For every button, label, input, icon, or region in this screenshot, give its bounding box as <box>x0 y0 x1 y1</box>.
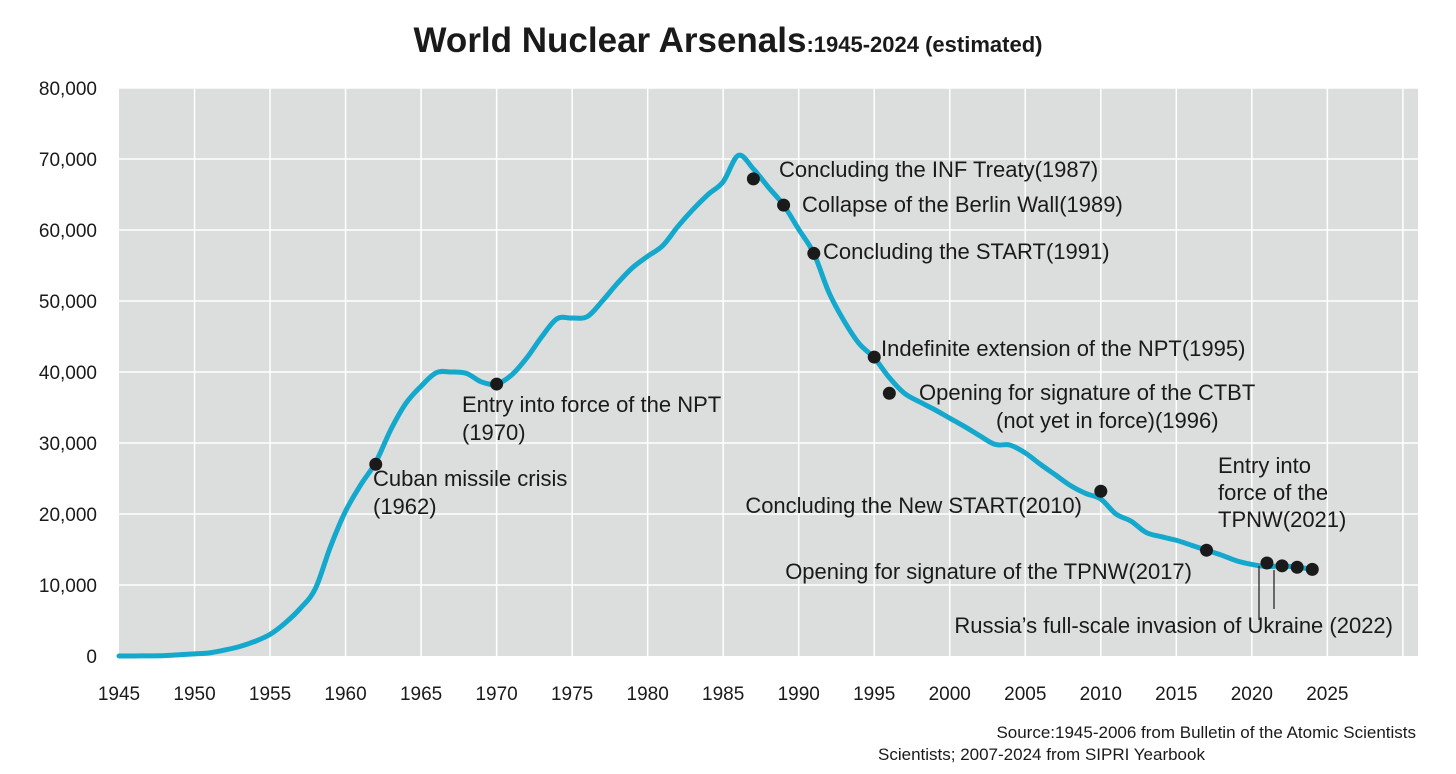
anno-new-start: Concluding the New START(2010) <box>745 493 1082 518</box>
event-point-2017 <box>1200 543 1214 557</box>
annotations: Cuban missile crisis (1962) Entry into f… <box>373 157 1393 638</box>
event-point-1970 <box>490 377 504 391</box>
annotation-leaders <box>1258 566 1275 620</box>
x-axis: 1945 1950 1955 1960 1965 1970 1975 1980 1985 1990… <box>98 684 1349 705</box>
anno-inf-treaty: Concluding the INF Treaty(1987) <box>779 157 1098 182</box>
event-point-1991 <box>807 246 821 260</box>
event-points <box>369 172 1319 576</box>
anno-tpnw-force-2: force of the <box>1218 480 1328 505</box>
chart-title: World Nuclear Arsenals <box>414 21 807 60</box>
chart-title-group: World Nuclear Arsenals:1945-2024 (estima… <box>414 21 1043 60</box>
anno-ctbt-status: (not yet in force)(1996) <box>996 408 1219 433</box>
y-tick-label: 30,000 <box>39 434 97 455</box>
y-tick-label: 80,000 <box>39 79 97 100</box>
y-tick-label: 40,000 <box>39 363 97 384</box>
y-tick-label: 60,000 <box>39 221 97 242</box>
x-tick-label: 2025 <box>1306 684 1348 705</box>
anno-cuban-crisis-year: (1962) <box>373 494 437 519</box>
event-point-1962 <box>369 457 383 471</box>
event-point-1996 <box>882 386 896 400</box>
anno-berlin-wall: Collapse of the Berlin Wall(1989) <box>802 192 1123 217</box>
x-tick-label: 1950 <box>173 684 215 705</box>
anno-npt-force-year: (1970) <box>462 420 526 445</box>
anno-start: Concluding the START(1991) <box>823 239 1110 264</box>
anno-ukraine-invasion: Russia’s full-scale invasion of Ukraine … <box>954 613 1393 638</box>
anno-ctbt: Opening for signature of the CTBT <box>919 380 1255 405</box>
x-tick-label: 1945 <box>98 684 140 705</box>
anno-tpnw-signature: Opening for signature of the TPNW(2017) <box>785 559 1192 584</box>
chart-subtitle: :1945-2024 (estimated) <box>806 32 1042 57</box>
event-point-1987 <box>746 172 760 186</box>
x-tick-label: 1980 <box>627 684 669 705</box>
x-tick-label: 1955 <box>249 684 291 705</box>
x-tick-label: 1965 <box>400 684 442 705</box>
y-tick-label: 20,000 <box>39 505 97 526</box>
y-tick-label: 0 <box>86 647 97 668</box>
y-tick-label: 70,000 <box>39 150 97 171</box>
event-point-2024 <box>1305 562 1319 576</box>
anno-cuban-crisis: Cuban missile crisis <box>373 466 567 491</box>
anno-npt-extension: Indefinite extension of the NPT(1995) <box>881 336 1245 361</box>
source-note-line-1: Source:1945-2006 from Bulletin of the At… <box>996 723 1416 742</box>
x-tick-label: 1960 <box>324 684 366 705</box>
event-point-1989 <box>777 198 791 212</box>
anno-npt-force: Entry into force of the NPT <box>462 392 721 417</box>
x-tick-label: 1995 <box>853 684 895 705</box>
anno-tpnw-force-3: TPNW(2021) <box>1218 507 1346 532</box>
anno-tpnw-force-1: Entry into <box>1218 453 1311 478</box>
x-tick-label: 2010 <box>1080 684 1122 705</box>
event-point-1995 <box>867 350 881 364</box>
x-tick-label: 2015 <box>1155 684 1197 705</box>
x-tick-label: 1975 <box>551 684 593 705</box>
event-point-2010 <box>1094 484 1108 498</box>
y-tick-label: 50,000 <box>39 292 97 313</box>
x-tick-label: 1970 <box>475 684 517 705</box>
x-tick-label: 2020 <box>1231 684 1273 705</box>
y-axis: 0 10,000 20,000 30,000 40,000 50,000 60,000 70,… <box>39 79 97 668</box>
y-tick-label: 10,000 <box>39 576 97 597</box>
x-tick-label: 1985 <box>702 684 744 705</box>
x-tick-label: 2005 <box>1004 684 1046 705</box>
x-tick-label: 2000 <box>929 684 971 705</box>
grid-lines <box>119 87 1418 656</box>
event-point-2023 <box>1290 560 1304 574</box>
event-point-2022 <box>1275 559 1289 573</box>
event-point-2021 <box>1260 556 1274 570</box>
source-note-line-2: Scientists; 2007-2024 from SIPRI Yearboo… <box>878 745 1205 764</box>
x-tick-label: 1990 <box>778 684 820 705</box>
series-line-arsenal <box>116 152 1315 659</box>
